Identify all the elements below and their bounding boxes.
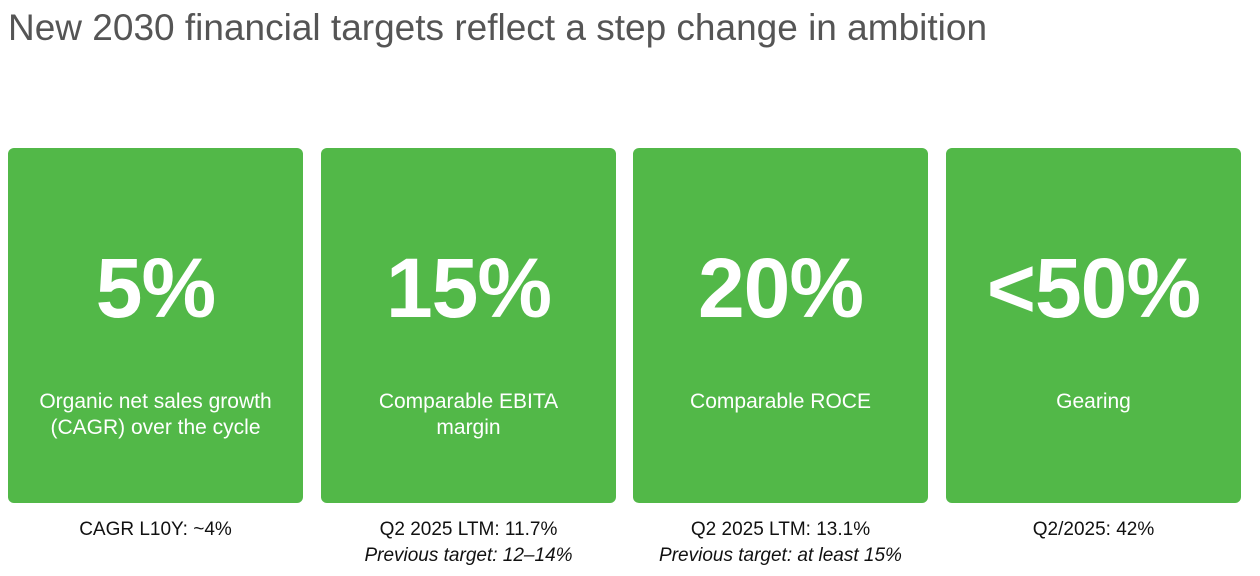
target-note: Q2/2025: 42% [946, 517, 1241, 543]
target-note: Q2 2025 LTM: 13.1% Previous target: at l… [633, 517, 928, 569]
target-value: <50% [986, 241, 1201, 335]
target-column-organic-growth: 5% Organic net sales growth (CAGR) over … [8, 148, 303, 543]
current-status: Q2 2025 LTM: 11.7% [379, 519, 558, 540]
target-value: 20% [697, 241, 864, 335]
target-label: Comparable ROCE [690, 390, 871, 413]
target-column-ebita-margin: 15% Comparable EBITA margin Q2 2025 LTM:… [321, 148, 616, 569]
target-card-roce: 20% Comparable ROCE [633, 148, 928, 503]
target-card-ebita-margin: 15% Comparable EBITA margin [321, 148, 616, 503]
target-note: CAGR L10Y: ~4% [8, 517, 303, 543]
target-note: Q2 2025 LTM: 11.7% Previous target: 12–1… [321, 517, 616, 569]
current-status: Q2/2025: 42% [1032, 519, 1155, 540]
slide-title: New 2030 financial targets reflect a ste… [8, 7, 988, 48]
target-card-gearing: <50% Gearing [946, 148, 1241, 503]
target-column-roce: 20% Comparable ROCE Q2 2025 LTM: 13.1% P… [633, 148, 928, 569]
target-value: 5% [95, 241, 216, 335]
target-label: Gearing [1056, 390, 1131, 413]
current-status: Q2 2025 LTM: 13.1% [690, 519, 871, 540]
previous-target: Previous target: 12–14% [364, 545, 573, 566]
target-card-organic-growth: 5% Organic net sales growth (CAGR) over … [8, 148, 303, 503]
target-column-gearing: <50% Gearing Q2/2025: 42% [946, 148, 1241, 543]
previous-target: Previous target: at least 15% [659, 545, 902, 566]
target-label: Organic net sales growth (CAGR) over the… [39, 390, 272, 439]
current-status: CAGR L10Y: ~4% [79, 519, 232, 540]
target-label: Comparable EBITA margin [378, 390, 559, 439]
target-value: 15% [385, 241, 552, 335]
